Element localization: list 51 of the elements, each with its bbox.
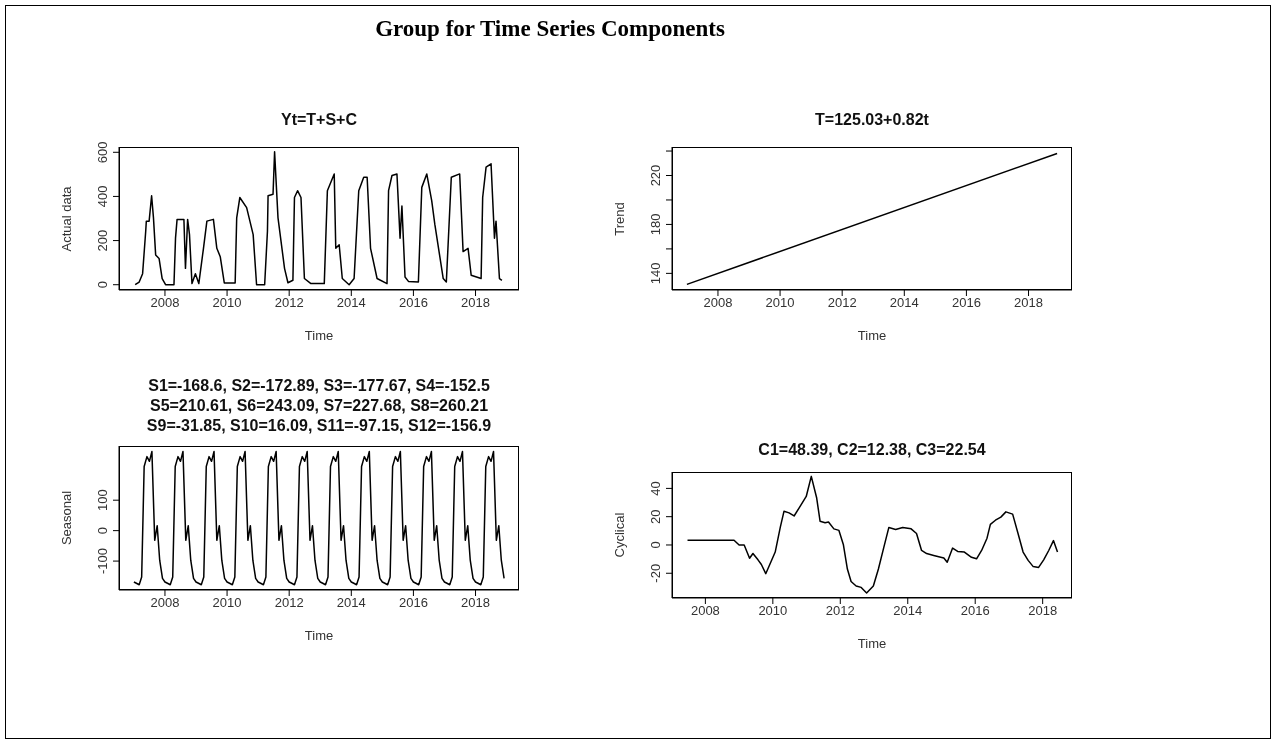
y-tick-label: 180 (648, 213, 663, 236)
y-axis-title: Trend (611, 200, 628, 238)
x-tick-label: 2018 (461, 295, 490, 311)
x-tick-label: 2014 (889, 295, 919, 311)
x-tick-label: 2018 (1014, 295, 1043, 311)
x-tick-label: 2012 (825, 603, 855, 619)
y-tick-label: 200 (95, 229, 110, 252)
x-axis-title: Time (857, 328, 887, 343)
chart-title: T=125.03+0.82t (814, 110, 930, 130)
y-axis-title: Cyclical (611, 511, 628, 560)
x-tick-label: 2018 (461, 595, 490, 611)
y-axis-title: Actual data (58, 185, 75, 254)
x-tick-label: 2012 (274, 295, 304, 311)
chart-title: Yt=T+S+C (280, 110, 358, 130)
y-tick-label: -100 (95, 548, 110, 575)
y-tick-label: 600 (95, 141, 110, 164)
x-tick-label: 2016 (960, 603, 990, 619)
x-axis-title: Time (304, 328, 334, 343)
x-tick-label: 2010 (765, 295, 795, 311)
x-axis-title: Time (857, 636, 887, 651)
y-axis-title: Seasonal (58, 489, 75, 548)
x-tick-label: 2010 (212, 595, 242, 611)
y-tick-label: -20 (648, 563, 663, 583)
x-tick-label: 2018 (1028, 603, 1058, 619)
x-tick-label: 2016 (398, 595, 428, 611)
x-tick-label: 2016 (951, 295, 981, 311)
y-tick-label: 0 (648, 541, 663, 549)
y-tick-label: 40 (648, 481, 663, 496)
y-tick-label: 140 (648, 262, 663, 285)
x-tick-label: 2010 (212, 295, 242, 311)
x-axis-title: Time (304, 628, 334, 643)
x-tick-label: 2008 (150, 595, 180, 611)
chart-title: C1=48.39, C2=12.38, C3=22.54 (757, 440, 987, 460)
y-tick-label: 400 (95, 185, 110, 208)
y-tick-label: 100 (95, 489, 110, 512)
x-tick-label: 2014 (336, 295, 366, 311)
x-tick-label: 2010 (758, 603, 788, 619)
x-tick-label: 2012 (274, 595, 304, 611)
text: Group for Time Series Components (374, 16, 726, 42)
y-tick-label: 0 (95, 527, 110, 535)
x-tick-label: 2008 (150, 295, 180, 311)
y-tick-label: 220 (648, 164, 663, 187)
x-tick-label: 2014 (336, 595, 366, 611)
x-tick-label: 2016 (398, 295, 428, 311)
x-tick-label: 2012 (827, 295, 857, 311)
y-tick-label: 20 (648, 509, 663, 524)
x-tick-label: 2008 (703, 295, 733, 311)
x-tick-label: 2014 (893, 603, 923, 619)
x-tick-label: 2008 (690, 603, 720, 619)
y-tick-label: 0 (95, 281, 110, 289)
chart-title: S1=-168.6, S2=-172.89, S3=-177.67, S4=-152.5 S5=210.61, S6=243.09, S7=227.68, S8=260.21 S9=-31.85, S10=16.09, S11=-97.15, S12=-156.9 (145, 376, 493, 436)
